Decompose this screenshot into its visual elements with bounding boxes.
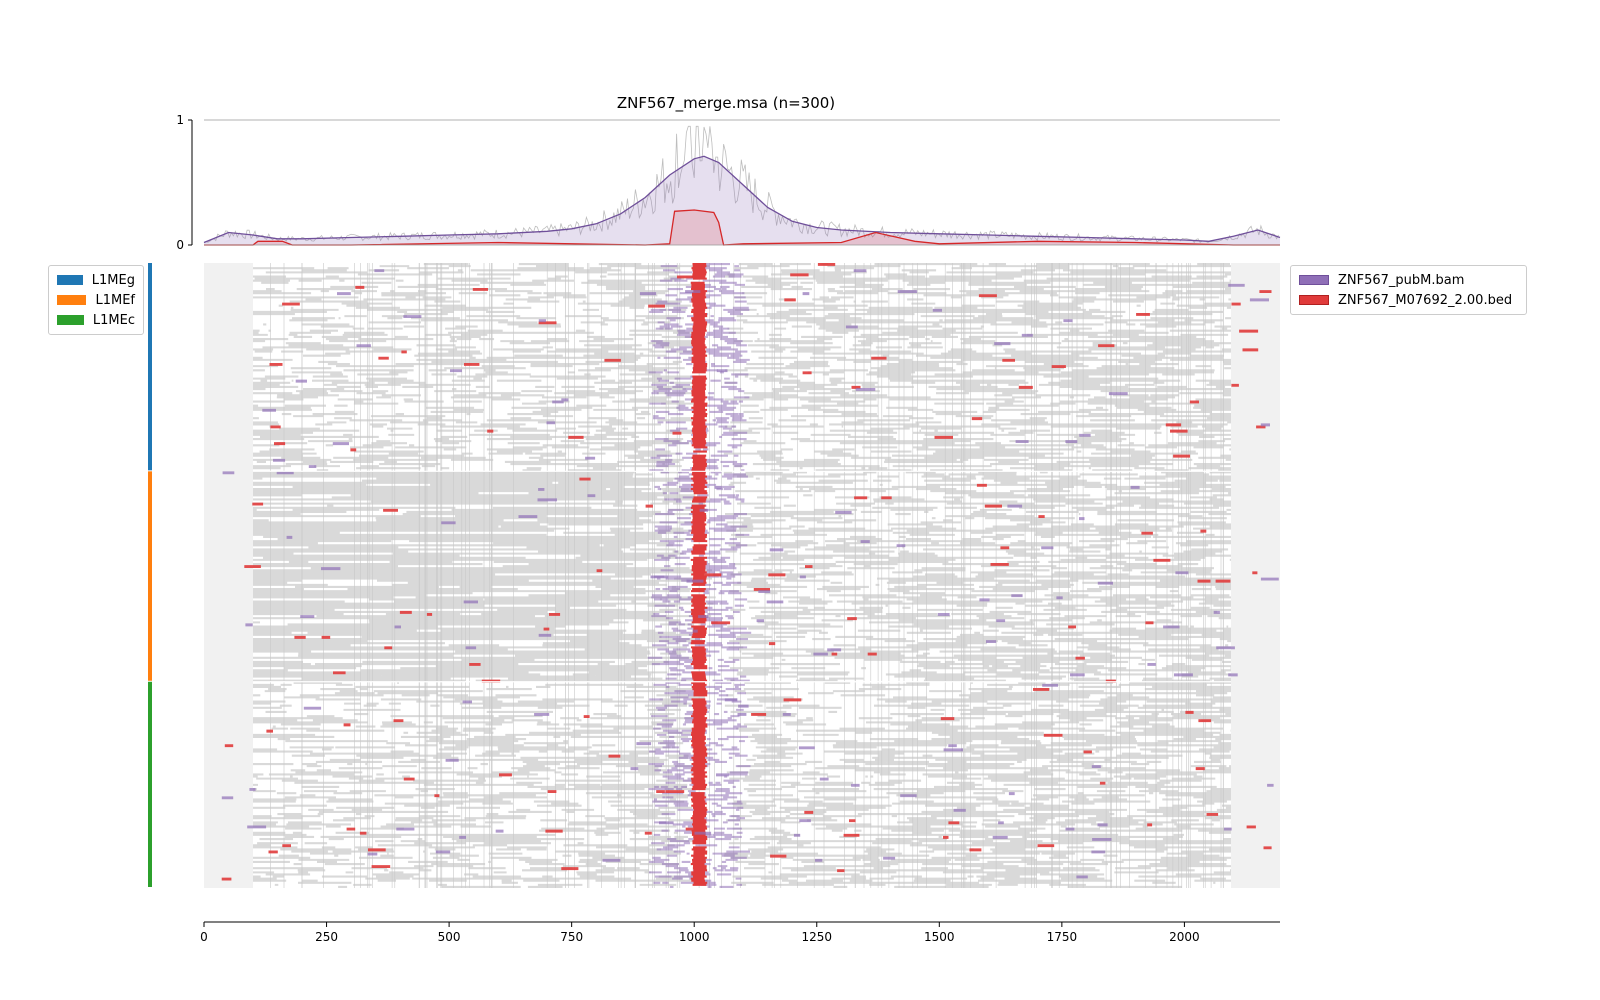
- group-bar-l1mef: [148, 471, 152, 681]
- x-tick-label: 1000: [679, 930, 710, 944]
- legend-label: L1MEg: [91, 272, 135, 288]
- legend-label: L1MEf: [95, 292, 135, 308]
- legend-item-bed: ZNF567_M07692_2.00.bed: [1299, 290, 1518, 310]
- x-tick-label: 2000: [1169, 930, 1200, 944]
- legend-swatch: [1299, 295, 1329, 305]
- legend-item-l1mec: L1MEc: [57, 310, 135, 330]
- x-tick-label: 1500: [924, 930, 955, 944]
- legend-label: ZNF567_M07692_2.00.bed: [1338, 292, 1513, 308]
- legend-label: ZNF567_pubM.bam: [1338, 272, 1465, 288]
- group-bar-l1meg: [148, 263, 152, 471]
- chart-title: ZNF567_merge.msa (n=300): [617, 94, 835, 113]
- profile-line-bed: [204, 209, 1280, 246]
- legend-label: L1MEc: [92, 312, 135, 328]
- profile-y-tick-label: 1: [176, 113, 184, 127]
- x-tick-label: 500: [438, 930, 461, 944]
- legend-item-bam: ZNF567_pubM.bam: [1299, 270, 1518, 290]
- legend-swatch: [57, 295, 87, 305]
- x-tick-label: 750: [560, 930, 583, 944]
- profile-area-bam: [204, 156, 1280, 245]
- group-color-bar: [148, 263, 152, 887]
- x-axis: 0 250 500 750 1000 1250 1500 1750 2000: [200, 921, 1280, 944]
- x-tick-label: 1250: [801, 930, 832, 944]
- legend-item-l1mef: L1MEf: [57, 290, 135, 310]
- legend-swatch: [57, 315, 84, 325]
- x-tick-label: 0: [200, 930, 208, 944]
- conserved-gap-columns: [270, 263, 1224, 888]
- legend-item-l1meg: L1MEg: [57, 270, 135, 290]
- motif-hit-column: [690, 263, 708, 886]
- signal-profile: 01: [176, 113, 1281, 252]
- group-legend: L1MEg L1MEf L1MEc: [48, 265, 144, 335]
- profile-line-bam: [203, 155, 1281, 244]
- group-bar-l1mec: [148, 681, 152, 887]
- legend-swatch: [1299, 275, 1329, 285]
- legend-swatch: [57, 275, 83, 285]
- profile-y-tick-label: 0: [176, 238, 184, 252]
- x-tick-label: 1750: [1047, 930, 1078, 944]
- alignment-gaps: [253, 263, 1231, 888]
- msa-heatmap: [204, 263, 1280, 888]
- chip-signal-cloud: [647, 263, 752, 888]
- track-legend: ZNF567_pubM.bam ZNF567_M07692_2.00.bed: [1290, 265, 1527, 315]
- x-tick-label: 250: [315, 930, 338, 944]
